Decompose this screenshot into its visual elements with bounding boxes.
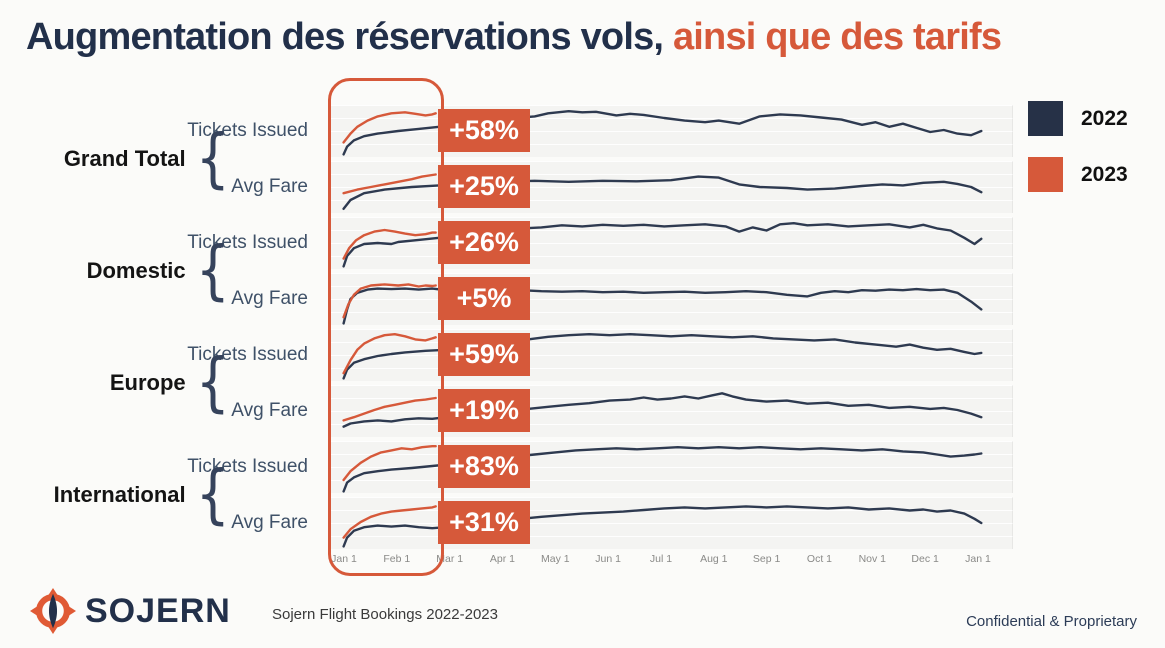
chart-row-panel-domestic-avg-fare — [330, 273, 1013, 325]
x-axis-tick: Jan 1 — [331, 553, 357, 565]
sparkline — [342, 221, 983, 268]
pct-change-badge: +19% — [438, 389, 530, 432]
pct-change-badge: +26% — [438, 221, 530, 264]
row-metric-label: Tickets Issued — [187, 120, 308, 142]
x-axis-tick: Sep 1 — [752, 553, 781, 565]
sparkline — [342, 109, 983, 156]
group-label-grand-total: Grand Total{ — [63, 121, 230, 196]
legend-item-2022: 2022 — [1028, 101, 1128, 136]
sparkline — [342, 332, 983, 380]
sparkline — [342, 173, 983, 210]
group-label-international: International{ — [53, 457, 230, 532]
page-title: Augmentation des réservations vols, ains… — [26, 16, 1002, 59]
x-axis-tick: Feb 1 — [383, 553, 411, 565]
chart-row-panel-grand-total-tickets — [330, 105, 1013, 157]
x-axis-tick: Apr 1 — [489, 553, 516, 565]
pct-change-badge: +5% — [438, 277, 530, 320]
pct-change-badge: +25% — [438, 165, 530, 208]
chart-row-panel-grand-total-avg-fare — [330, 161, 1013, 213]
legend-item-2023: 2023 — [1028, 157, 1128, 192]
row-metric-label: Tickets Issued — [187, 344, 308, 366]
chart-row-panel-international-tickets — [330, 441, 1013, 493]
title-main: Augmentation des réservations vols, — [26, 16, 673, 58]
x-axis-tick: Dec 1 — [911, 553, 939, 565]
group-label-text: Domestic — [86, 258, 186, 283]
footer-caption: Sojern Flight Bookings 2022-2023 — [272, 606, 498, 623]
sojern-wordmark: SOJERN — [85, 592, 231, 630]
pct-change-badge: +59% — [438, 333, 530, 376]
row-metric-label: Tickets Issued — [187, 456, 308, 478]
sojern-compass-icon — [30, 588, 76, 634]
x-axis-tick: Jan 1 — [965, 553, 991, 565]
legend-label: 2023 — [1081, 162, 1128, 186]
row-metric-label: Avg Fare — [231, 512, 308, 534]
x-axis-tick: Aug 1 — [700, 553, 728, 565]
confidential-note: Confidential & Proprietary — [966, 613, 1137, 630]
title-accent: ainsi que des tarifs — [672, 16, 1002, 58]
sparkline — [342, 444, 983, 493]
chart-row-panel-europe-avg-fare — [330, 385, 1013, 437]
x-axis-tick: Mar 1 — [436, 553, 464, 565]
x-axis-tick: Jul 1 — [649, 553, 673, 565]
x-axis-tick: Jun 1 — [595, 553, 621, 565]
x-axis-tick: Oct 1 — [806, 553, 833, 565]
x-axis-tick: Nov 1 — [858, 553, 887, 565]
group-label-text: Grand Total — [63, 146, 186, 171]
group-label-domestic: Domestic{ — [86, 233, 230, 308]
pct-change-badge: +83% — [438, 445, 530, 488]
chart-row-panel-international-avg-fare — [330, 497, 1013, 549]
group-label-text: Europe — [109, 370, 186, 395]
row-metric-label: Avg Fare — [231, 176, 308, 198]
group-label-text: International — [53, 482, 186, 507]
pct-change-badge: +58% — [438, 109, 530, 152]
sparkline — [342, 283, 983, 325]
legend-swatch — [1028, 157, 1063, 192]
pct-change-badge: +31% — [438, 501, 530, 544]
chart-row-panel-domestic-tickets — [330, 217, 1013, 269]
legend-swatch — [1028, 101, 1063, 136]
legend-label: 2022 — [1081, 106, 1128, 130]
group-label-europe: Europe{ — [109, 345, 230, 420]
sparkline — [342, 505, 983, 548]
row-metric-label: Avg Fare — [231, 288, 308, 310]
chart-row-panel-europe-tickets — [330, 329, 1013, 381]
row-metric-label: Avg Fare — [231, 400, 308, 422]
row-metric-label: Tickets Issued — [187, 232, 308, 254]
sparkline — [342, 392, 983, 428]
x-axis-tick: May 1 — [541, 553, 570, 565]
